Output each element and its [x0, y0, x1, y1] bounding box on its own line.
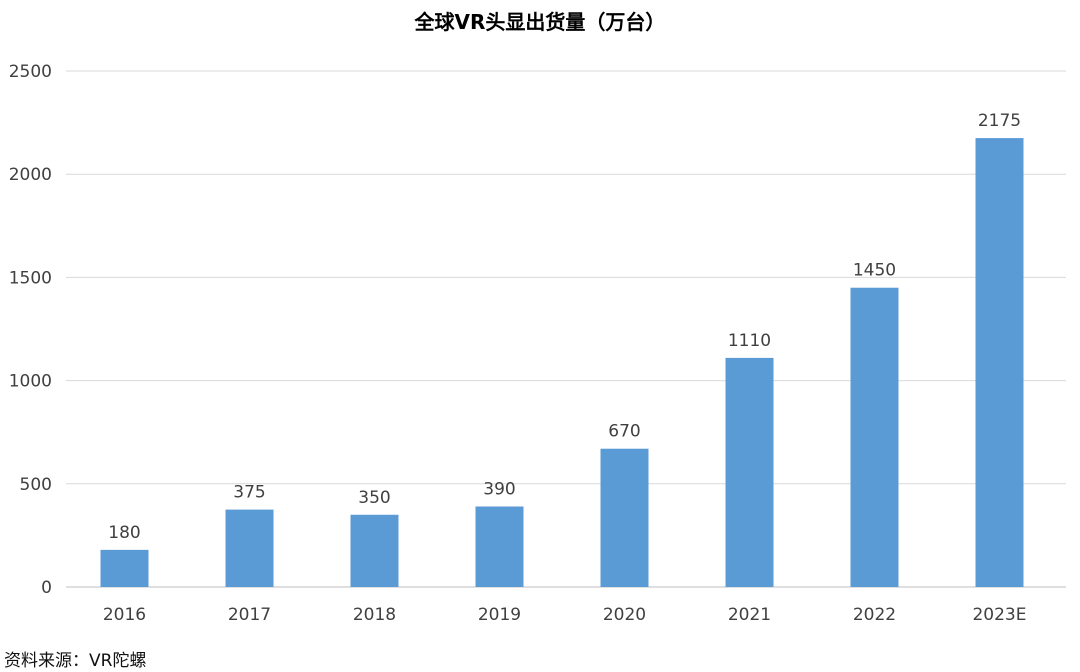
bar [225, 509, 274, 587]
y-tick-label: 1500 [9, 268, 52, 288]
data-label: 350 [358, 488, 390, 508]
data-label: 390 [483, 480, 515, 500]
x-tick-label: 2016 [103, 605, 146, 625]
bar [100, 549, 149, 587]
x-tick-label: 2019 [478, 605, 521, 625]
x-tick-label: 2023E [972, 605, 1026, 625]
data-label: 180 [108, 523, 140, 543]
y-tick-label: 2000 [9, 165, 52, 185]
source-label: 资料来源 [4, 651, 72, 671]
x-tick-label: 2021 [728, 605, 771, 625]
data-label: 1110 [728, 331, 771, 351]
x-tick-label: 2017 [228, 605, 271, 625]
bar [725, 357, 774, 587]
chart-title: 全球VR头显出货量（万台） [414, 10, 666, 34]
x-tick-label: 2020 [603, 605, 646, 625]
y-tick-label: 2500 [9, 62, 52, 82]
bar [850, 287, 899, 587]
y-tick-label: 0 [41, 578, 52, 598]
bar [600, 448, 649, 587]
source-separator: ： [72, 651, 89, 671]
data-label: 670 [608, 422, 640, 442]
source-value: VR陀螺 [89, 651, 147, 671]
bar [475, 506, 524, 587]
data-label: 2175 [978, 111, 1021, 131]
data-label: 375 [233, 483, 265, 503]
y-tick-label: 500 [20, 475, 52, 495]
source-note: 资料来源：VR陀螺 [4, 646, 146, 671]
y-tick-label: 1000 [9, 372, 52, 392]
x-tick-label: 2018 [353, 605, 396, 625]
bar [350, 514, 399, 587]
bar [975, 138, 1024, 587]
x-tick-label: 2022 [853, 605, 896, 625]
data-label: 1450 [853, 261, 896, 281]
